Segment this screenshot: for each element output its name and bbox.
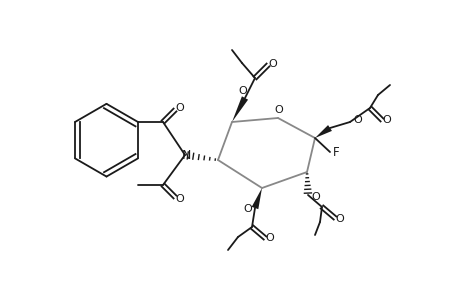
Text: O: O (238, 86, 247, 96)
Text: O: O (243, 204, 252, 214)
Text: O: O (311, 192, 319, 202)
Text: O: O (382, 115, 391, 125)
Text: O: O (175, 103, 184, 113)
Text: O: O (274, 105, 283, 115)
Text: O: O (268, 59, 277, 69)
Polygon shape (231, 96, 247, 122)
Polygon shape (314, 125, 331, 138)
Text: N: N (181, 148, 190, 161)
Text: O: O (175, 194, 184, 204)
Text: O: O (353, 115, 362, 125)
Text: O: O (265, 233, 274, 243)
Text: O: O (335, 214, 344, 224)
Text: F: F (332, 146, 339, 158)
Polygon shape (251, 188, 262, 209)
